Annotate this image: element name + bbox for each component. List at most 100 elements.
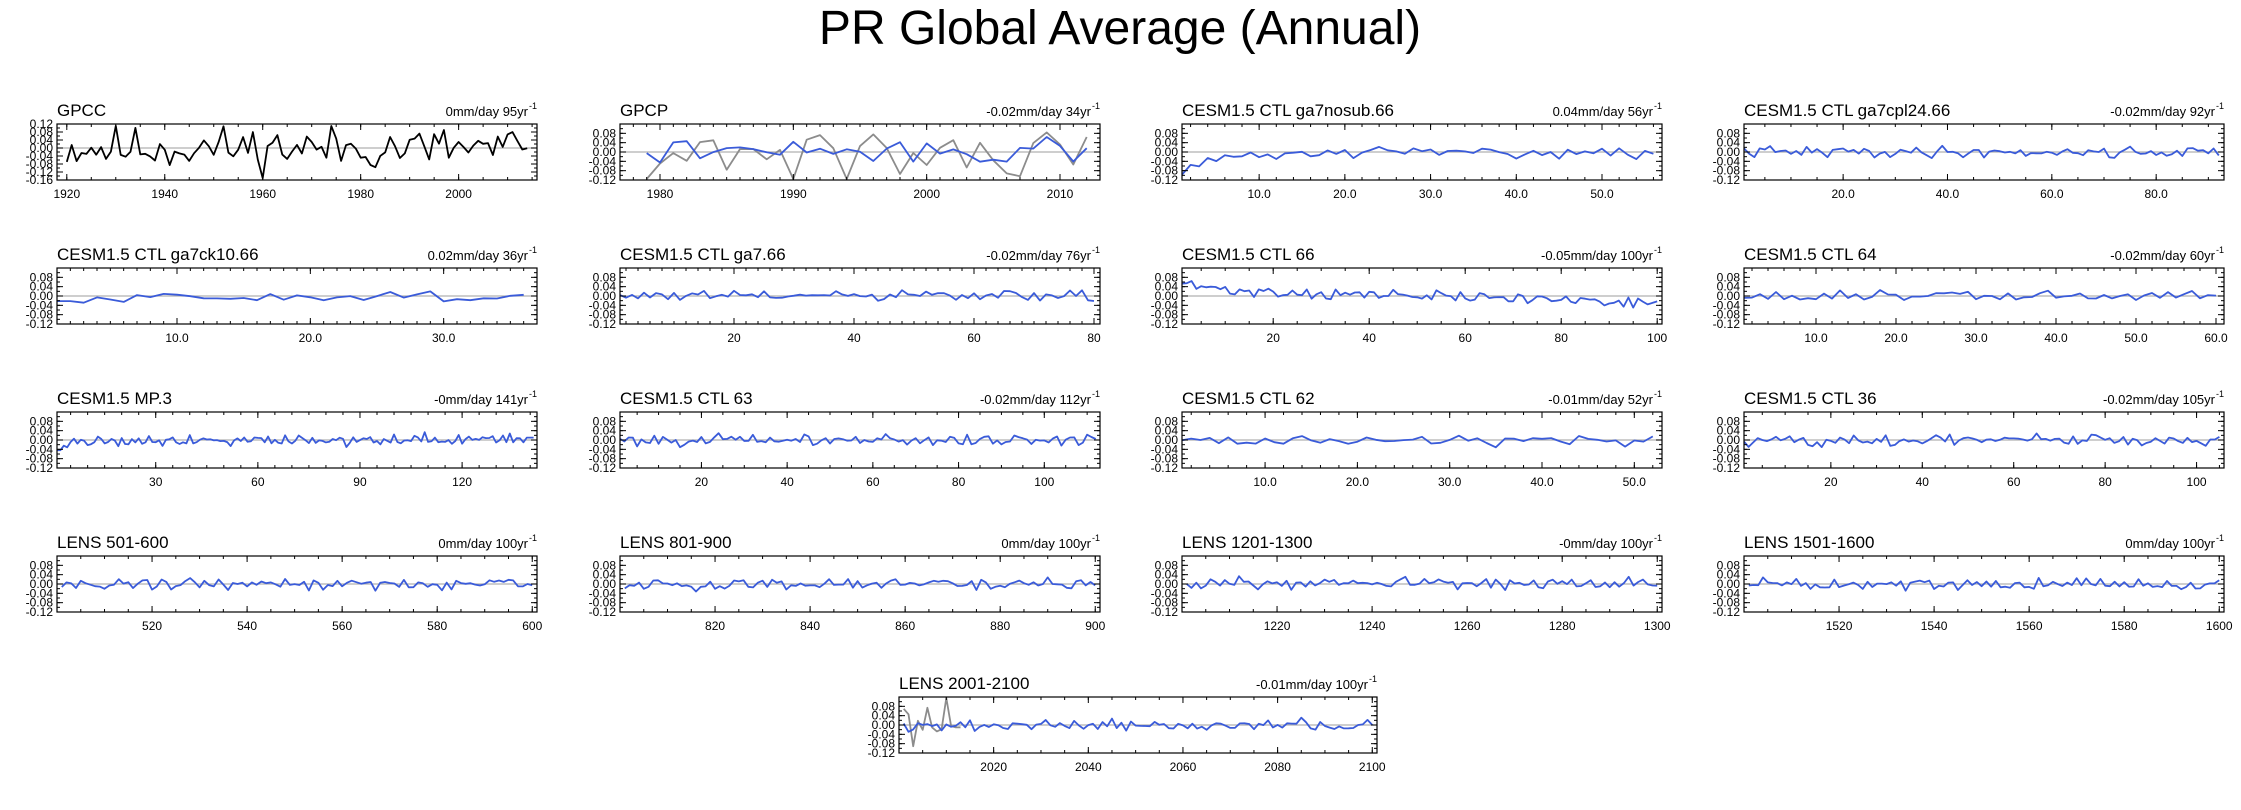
y-tick-label: 0.08 xyxy=(1155,414,1179,428)
panel-title: CESM1.5 CTL 64 xyxy=(1744,245,1877,264)
y-tick-label: 0.08 xyxy=(1717,414,1741,428)
panel: 0.080.040.00-0.04-0.08-0.12 10.0 20.0 30.0 4… xyxy=(1713,245,2228,345)
panel: 0.080.040.00-0.04-0.08-0.12 820 840 860 880 9… xyxy=(589,533,1106,633)
x-tick-label: 120 xyxy=(452,475,472,489)
y-tick-label: -0.04 xyxy=(1713,442,1741,456)
panel: 0.080.040.00-0.04-0.08-0.12 520 540 560 580 6… xyxy=(26,533,543,633)
trend-label: 0mm/day 95yr xyxy=(446,104,529,119)
y-tick-label: 0.08 xyxy=(30,558,54,572)
y-tick-label: 0.00 xyxy=(30,577,54,591)
x-tick-label: 900 xyxy=(1085,619,1105,633)
series-line xyxy=(1748,576,2220,592)
series-line xyxy=(1743,144,2220,160)
x-tick-label: 60 xyxy=(1459,331,1473,345)
panel: 0.080.040.00-0.04-0.08-0.12 10.0 20.0 30.0 C… xyxy=(26,245,538,345)
y-tick-label: 0.08 xyxy=(1717,558,1741,572)
y-tick-label: -0.08 xyxy=(589,308,617,322)
x-tick-label: 520 xyxy=(142,619,162,633)
series-line xyxy=(1743,289,2217,301)
x-tick-label: 20 xyxy=(1824,475,1838,489)
series-line xyxy=(646,136,1088,164)
y-tick-label: 0.08 xyxy=(1717,126,1741,140)
trend-exponent: -1 xyxy=(529,533,537,543)
y-tick-label: 0.04 xyxy=(593,280,617,294)
x-tick-label: 600 xyxy=(522,619,542,633)
y-tick-label: -0.08 xyxy=(1713,452,1741,466)
y-tick-label: -0.04 xyxy=(1151,154,1179,168)
y-tick-label: 0.04 xyxy=(1155,424,1179,438)
panel-title: LENS 501-600 xyxy=(57,533,169,552)
x-tick-label: 2060 xyxy=(1170,760,1197,774)
panel-title: LENS 801-900 xyxy=(620,533,732,552)
y-tick-label: -0.12 xyxy=(1713,461,1741,475)
y-tick-label: 0.08 xyxy=(872,699,896,713)
panel: 0.080.040.00-0.04-0.08-0.12 20 40 60 80 100 CE… xyxy=(589,389,1101,489)
x-tick-label: 1940 xyxy=(151,187,178,201)
y-tick-label: 0.08 xyxy=(593,126,617,140)
x-tick-label: 1240 xyxy=(1359,619,1386,633)
x-tick-label: 60.0 xyxy=(2204,331,2228,345)
x-tick-label: 50.0 xyxy=(2124,331,2148,345)
y-tick-label: -0.12 xyxy=(1151,173,1179,187)
x-tick-label: 40.0 xyxy=(2044,331,2068,345)
trend-label: -0mm/day 141yr xyxy=(434,392,529,407)
series-line xyxy=(624,576,1096,593)
x-tick-label: 1920 xyxy=(53,187,80,201)
trend-label: -0.02mm/day 60yr xyxy=(2110,248,2215,263)
y-tick-label: 0.04 xyxy=(593,568,617,582)
x-tick-label: 860 xyxy=(895,619,915,633)
panel: 0.080.040.00-0.04-0.08-0.12 10.0 20.0 30.0 4… xyxy=(1151,101,1663,201)
y-tick-label: -0.04 xyxy=(1713,586,1741,600)
x-tick-label: 20.0 xyxy=(1333,187,1357,201)
y-tick-label: 0.04 xyxy=(1717,568,1741,582)
x-tick-label: 20.0 xyxy=(1346,475,1370,489)
x-tick-label: 80 xyxy=(2098,475,2112,489)
x-tick-label: 20 xyxy=(727,331,741,345)
panel: 0.080.040.00-0.04-0.08-0.12 1980 1990 2000 2… xyxy=(589,101,1101,201)
trend-label: 0.04mm/day 56yr xyxy=(1553,104,1654,119)
panel-title: CESM1.5 CTL ga7cpl24.66 xyxy=(1744,101,1950,120)
x-tick-label: 80 xyxy=(1087,331,1101,345)
series-line xyxy=(646,131,1088,180)
panel: 0.080.040.00-0.04-0.08-0.12 2020 2040 2060 2… xyxy=(868,674,1386,774)
panel-title: CESM1.5 CTL ga7.66 xyxy=(620,245,786,264)
y-tick-label: 0.00 xyxy=(30,289,54,303)
series-line xyxy=(1743,432,2220,449)
y-tick-label: -0.08 xyxy=(1151,308,1179,322)
trend-exponent: -1 xyxy=(1092,245,1100,255)
y-tick-label: 0.08 xyxy=(1155,558,1179,572)
trend-label: 0mm/day 100yr xyxy=(438,536,528,551)
series-line xyxy=(902,716,1373,733)
panel-title: CESM1.5 CTL ga7ck10.66 xyxy=(57,245,259,264)
x-tick-label: 40 xyxy=(1916,475,1930,489)
y-tick-label: -0.12 xyxy=(1713,173,1741,187)
x-tick-label: 560 xyxy=(332,619,352,633)
trend-label: -0.02mm/day 105yr xyxy=(2103,392,2216,407)
x-tick-label: 100 xyxy=(1647,331,1667,345)
panel: 0.080.040.00-0.04-0.08-0.12 20 40 60 80 100 CE… xyxy=(1151,245,1668,345)
y-tick-label: 0.00 xyxy=(1155,289,1179,303)
y-tick-label: 0.04 xyxy=(1717,280,1741,294)
x-tick-label: 60.0 xyxy=(2040,187,2064,201)
y-tick-label: -0.04 xyxy=(868,727,896,741)
y-tick-label: 0.08 xyxy=(30,125,54,139)
trend-label: -0.02mm/day 92yr xyxy=(2110,104,2215,119)
y-tick-label: -0.04 xyxy=(1151,442,1179,456)
y-tick-label: 0.00 xyxy=(1717,577,1741,591)
panel-title: GPCP xyxy=(620,101,668,120)
series-line xyxy=(57,290,524,304)
y-tick-label: 0.00 xyxy=(30,433,54,447)
x-tick-label: 2100 xyxy=(1359,760,1386,774)
x-tick-label: 50.0 xyxy=(1590,187,1614,201)
x-tick-label: 580 xyxy=(427,619,447,633)
x-tick-label: 40 xyxy=(780,475,794,489)
panel-title: LENS 1201-1300 xyxy=(1182,533,1312,552)
y-tick-label: 0.04 xyxy=(30,424,54,438)
x-tick-label: 2020 xyxy=(980,760,1007,774)
x-tick-label: 30.0 xyxy=(1438,475,1462,489)
trend-label: -0.01mm/day 100yr xyxy=(1256,677,1369,692)
y-tick-label: 0.00 xyxy=(1717,433,1741,447)
x-tick-label: 1260 xyxy=(1454,619,1481,633)
y-tick-label: 0.08 xyxy=(1717,270,1741,284)
y-tick-label: 0.08 xyxy=(593,270,617,284)
